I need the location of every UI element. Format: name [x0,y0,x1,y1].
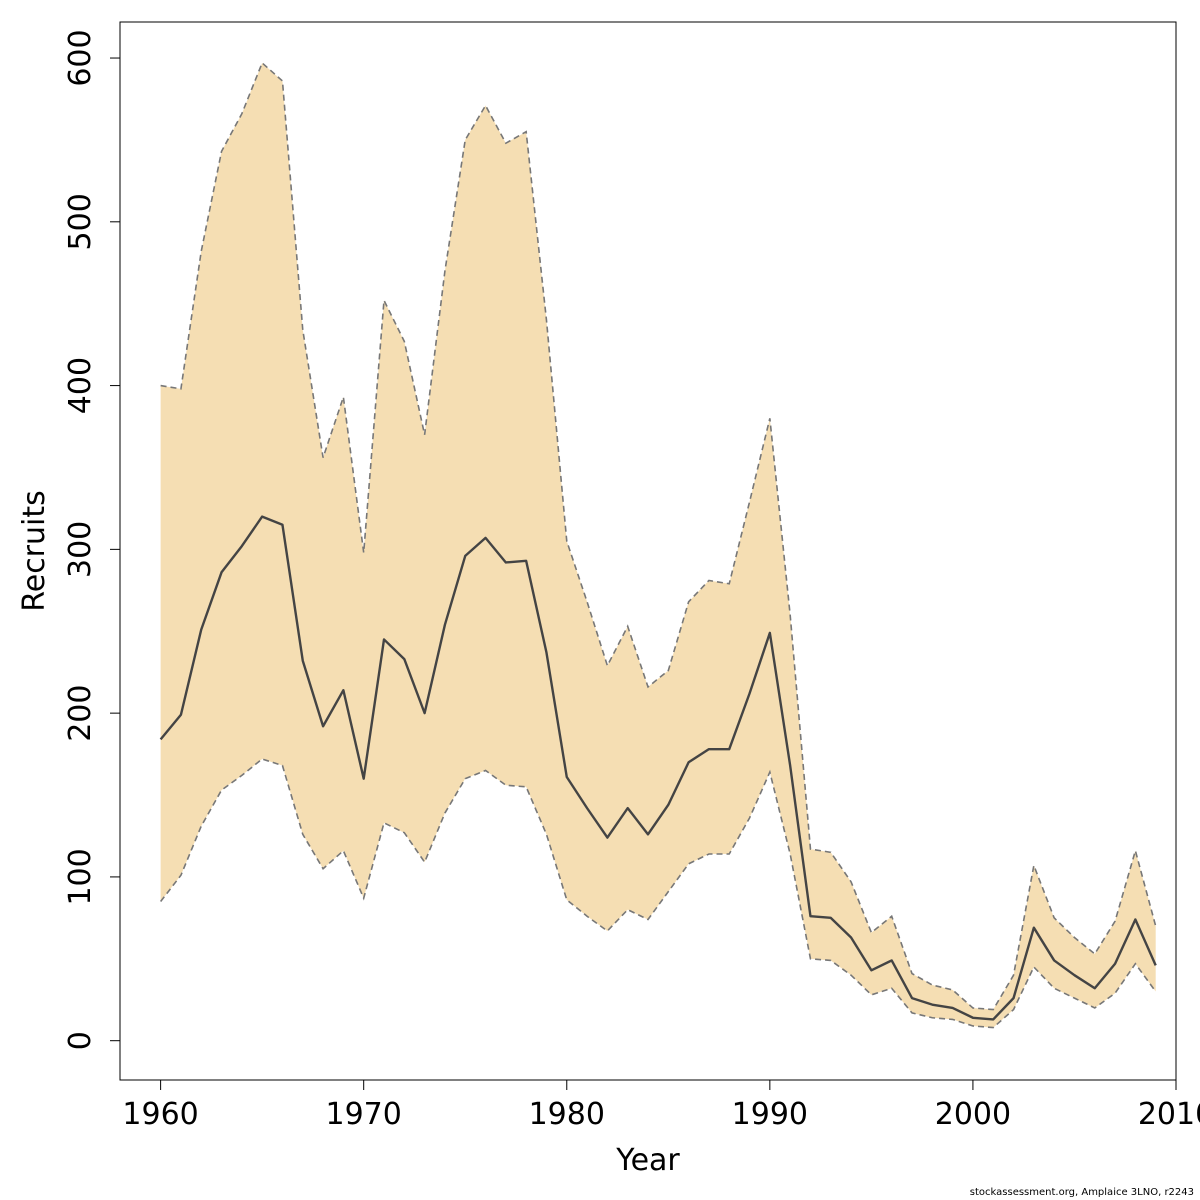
x-tick-label: 1990 [732,1097,808,1132]
y-tick-label: 100 [63,848,98,905]
estimate-line [159,515,1157,1021]
footer-note: stockassessment.org, Amplaice 3LNO, r224… [969,1187,1194,1198]
y-tick-label: 400 [63,357,98,414]
x-axis-title: Year [615,1143,680,1178]
y-tick-label: 200 [63,685,98,742]
y-tick-label: 500 [63,193,98,250]
estimate-line-layer [159,515,1157,1021]
y-axis: 0 100 200 300 400 500 600 [63,29,121,1050]
x-tick-label: 1970 [326,1097,402,1132]
y-tick-label: 300 [63,521,98,578]
x-tick-label: 1980 [529,1097,605,1132]
x-tick-label: 2000 [935,1097,1011,1132]
x-tick-label: 1960 [122,1097,198,1132]
upper-bound-line [160,61,1157,1011]
confidence-band-layer [160,62,1156,1028]
confidence-band [160,62,1156,1028]
y-axis-title: Recruits [17,490,52,612]
lower-bound-line [159,758,1157,1029]
y-tick-label: 600 [63,29,98,86]
confidence-bounds-layer [159,61,1157,1029]
y-tick-label: 0 [63,1031,98,1050]
